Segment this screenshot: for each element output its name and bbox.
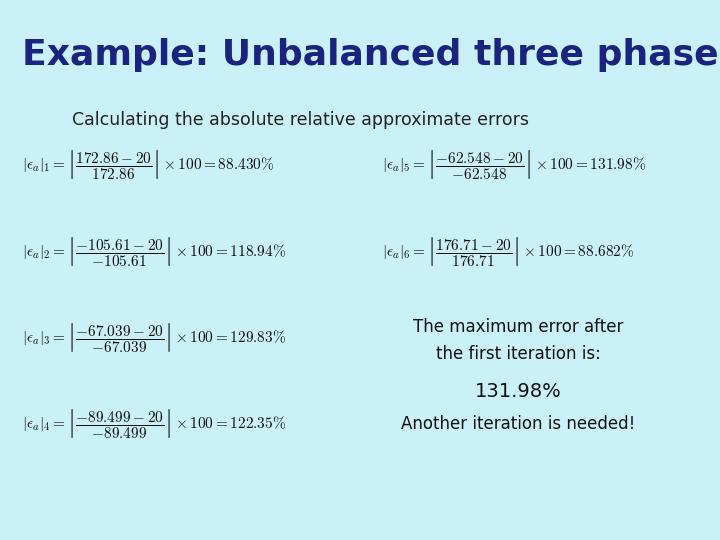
Text: Example: Unbalanced three phase load: Example: Unbalanced three phase load bbox=[22, 38, 720, 72]
Text: $|\epsilon_a|_2 = \left|\dfrac{-105.61 - 20}{-105.61}\right| \times 100 = 118.94: $|\epsilon_a|_2 = \left|\dfrac{-105.61 -… bbox=[22, 234, 286, 268]
Text: Calculating the absolute relative approximate errors: Calculating the absolute relative approx… bbox=[72, 111, 529, 129]
Text: Another iteration is needed!: Another iteration is needed! bbox=[401, 415, 636, 433]
Text: $|\epsilon_a|_1 = \left|\dfrac{172.86 - 20}{172.86}\right| \times 100 = 88.430\%: $|\epsilon_a|_1 = \left|\dfrac{172.86 - … bbox=[22, 148, 274, 181]
Text: $|\epsilon_a|_6 = \left|\dfrac{176.71 - 20}{176.71}\right| \times 100 = 88.682\%: $|\epsilon_a|_6 = \left|\dfrac{176.71 - … bbox=[382, 234, 634, 268]
Text: $|\epsilon_a|_5 = \left|\dfrac{-62.548 - 20}{-62.548}\right| \times 100 = 131.98: $|\epsilon_a|_5 = \left|\dfrac{-62.548 -… bbox=[382, 148, 646, 181]
Text: $|\epsilon_a|_3 = \left|\dfrac{-67.039 - 20}{-67.039}\right| \times 100 = 129.83: $|\epsilon_a|_3 = \left|\dfrac{-67.039 -… bbox=[22, 321, 286, 354]
Text: $|\epsilon_a|_4 = \left|\dfrac{-89.499 - 20}{-89.499}\right| \times 100 = 122.35: $|\epsilon_a|_4 = \left|\dfrac{-89.499 -… bbox=[22, 407, 286, 441]
Text: the first iteration is:: the first iteration is: bbox=[436, 345, 600, 363]
Text: The maximum error after: The maximum error after bbox=[413, 318, 624, 336]
Text: 131.98%: 131.98% bbox=[475, 382, 562, 401]
